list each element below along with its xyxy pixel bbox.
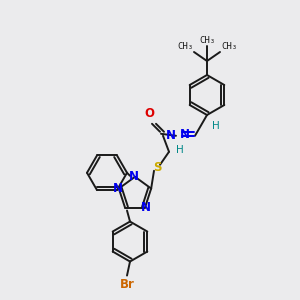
Text: N: N [113,182,123,195]
Text: CH₃: CH₃ [177,42,193,51]
Text: N: N [141,201,151,214]
Text: N: N [166,129,176,142]
Text: Br: Br [120,278,134,290]
Text: N: N [129,170,139,183]
Text: CH₃: CH₃ [199,36,215,45]
Text: O: O [144,107,154,120]
Text: S: S [153,161,161,174]
Text: N: N [180,128,190,141]
Text: CH₃: CH₃ [221,42,237,51]
Text: H: H [176,145,184,155]
Text: H: H [212,121,220,131]
